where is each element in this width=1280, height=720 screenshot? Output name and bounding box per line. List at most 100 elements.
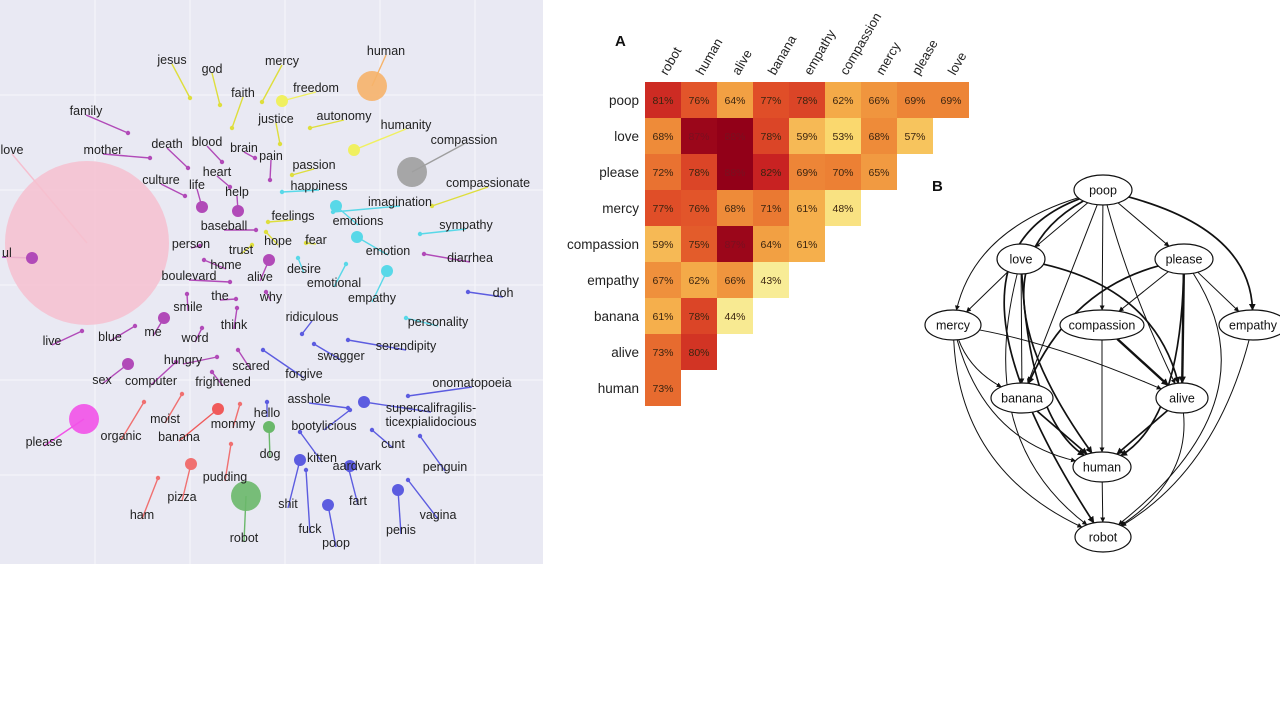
scatter-label-culture: culture (142, 173, 180, 187)
graph-edge-love-to-alive (1043, 263, 1181, 384)
heatmap-cell-please-compassion (825, 154, 861, 190)
scatter-leader-smile (186, 293, 189, 312)
heatmap-value-mercy-compassion: 48% (832, 203, 853, 215)
scatter-point-fuck (303, 467, 309, 473)
scatter-point-aardvark (344, 460, 356, 472)
graph-edge-love-to-human (1020, 273, 1085, 456)
scatter-point-home (201, 257, 207, 263)
scatter-point-trust (249, 242, 255, 248)
scatter-point-ham (155, 475, 161, 481)
scatter-leader-doh (467, 291, 504, 298)
scatter-leader-penis (397, 489, 402, 535)
scatter-label-word: word (180, 331, 208, 345)
heatmap-cell-please-robot (645, 154, 681, 190)
heatmap-cell-poop-human (681, 82, 717, 118)
heatmap-value-mercy-empathy: 61% (796, 203, 817, 215)
heatmap-row-label-compassion: compassion (567, 237, 639, 252)
scatter-label-scared: scared (232, 359, 270, 373)
graph-edge-poop-to-please (1117, 202, 1170, 247)
scatter-point-computer (173, 359, 179, 365)
scatter-label-faith: faith (231, 86, 255, 100)
heatmap-cell-poop-banana (753, 82, 789, 118)
scatter-label-soul: ul (2, 246, 12, 260)
graph-edge-poop-to-alive (1106, 204, 1176, 384)
scatter-label-empathy: empathy (348, 291, 397, 305)
scatter-label-passion: passion (292, 158, 335, 172)
heatmap-row-label-banana: banana (594, 309, 640, 324)
heatmap-value-banana-robot: 61% (652, 311, 673, 323)
scatter-label-penis: penis (386, 523, 416, 537)
scatter-leader-think (233, 307, 238, 330)
scatter-label-swagger: swagger (317, 349, 364, 363)
graph-node-label-compassion: compassion (1069, 319, 1136, 333)
scatter-leader-lines (1, 54, 504, 548)
heatmap-value-banana-human: 78% (688, 311, 709, 323)
scatter-leader-kitten (299, 431, 323, 463)
heatmap-cell-please-banana (753, 154, 789, 190)
graph-edge-please-to-compassion (1118, 271, 1169, 312)
scatter-label-feelings: feelings (271, 209, 314, 223)
heatmap-cell-poop-alive (717, 82, 753, 118)
graph-nodes: poop love please mercy compassion empathy bana… (924, 174, 1280, 553)
scatter-point-empathy (381, 265, 393, 277)
scatter-point-mother (147, 155, 153, 161)
heatmap-cell-love-please (897, 118, 933, 154)
scatter-label-cunt: cunt (381, 437, 405, 451)
scatter-leader-asshole (308, 402, 349, 409)
scatter-leader-culture (160, 183, 186, 197)
scatter-leader-organic (120, 401, 145, 441)
heatmap-value-empathy-human: 62% (688, 275, 709, 287)
graph-edge-poop-to-human (1022, 200, 1093, 454)
graph-edge-love-to-robot (1005, 273, 1088, 526)
scatter-leader-mommy (232, 403, 241, 429)
heatmap-value-poop-human: 76% (688, 95, 709, 107)
scatter-labels: jesus god mercy faith freedom human justice aut… (1, 44, 531, 550)
heatmap-cell-poop-love (933, 82, 969, 118)
heatmap-value-poop-empathy: 78% (796, 95, 817, 107)
heatmap-value-love-please: 57% (904, 131, 925, 143)
scatter-leader-fuck (305, 469, 311, 534)
scatter-point-compassion (397, 157, 427, 187)
scatter-leader-hope (265, 231, 279, 246)
scatter-label-fear: fear (305, 233, 327, 247)
scatter-label-smile: smile (173, 300, 202, 314)
scatter-label-fart: fart (349, 494, 368, 508)
scatter-leader-humanity (353, 128, 407, 151)
scatter-point-baseball (253, 227, 259, 233)
scatter-label-emotion: emotion (366, 244, 411, 258)
heatmap-cell-mercy-human (681, 190, 717, 226)
scatter-label-think: think (221, 318, 248, 332)
scatter-point-help (232, 205, 244, 217)
graph-edge-poop-to-empathy (1128, 196, 1256, 311)
scatter-point-why (263, 289, 269, 295)
scatter-label-sympathy: sympathy (439, 218, 493, 232)
heatmap-row-label-mercy: mercy (602, 201, 639, 216)
scatter-label-banana: banana (158, 430, 200, 444)
scatter-leader-moist (164, 393, 183, 424)
scatter-label-vagina: vagina (420, 508, 457, 522)
heatmap-value-love-robot: 68% (652, 131, 673, 143)
scatter-label-live: live (43, 334, 62, 348)
scatter-point-sex (122, 358, 134, 370)
heatmap-cell-love-mercy (861, 118, 897, 154)
scatter-label-trust: trust (229, 243, 254, 257)
scatter-point-emotions (330, 200, 342, 212)
scatter-label-dog: dog (260, 447, 281, 461)
heatmap-cell-love-alive (717, 118, 753, 154)
scatter-point-happiness (279, 189, 285, 195)
scatter-leader-bootylicious (323, 409, 351, 431)
heatmap-cell-empathy-alive (717, 262, 753, 298)
heatmap-value-love-mercy: 68% (868, 131, 889, 143)
scatter-label-supercalifragilisticexpialidocious: supercalifragilis-ticexpialidocious (385, 401, 476, 429)
scatter-point-penis (392, 484, 404, 496)
scatter-point-robot (231, 481, 261, 511)
heatmap-column-label-love: love (945, 49, 970, 77)
graph-node-label-empathy: empathy (1229, 319, 1278, 333)
scatter-leader-poop (327, 504, 337, 548)
heatmap-value-love-banana: 78% (760, 131, 781, 143)
graph-node-label-robot: robot (1089, 531, 1118, 545)
scatter-leader-home (203, 259, 227, 270)
scatter-point-fear (303, 240, 309, 246)
scatter-point-heart (227, 184, 233, 190)
graph-edge-please-to-alive (1178, 273, 1186, 384)
